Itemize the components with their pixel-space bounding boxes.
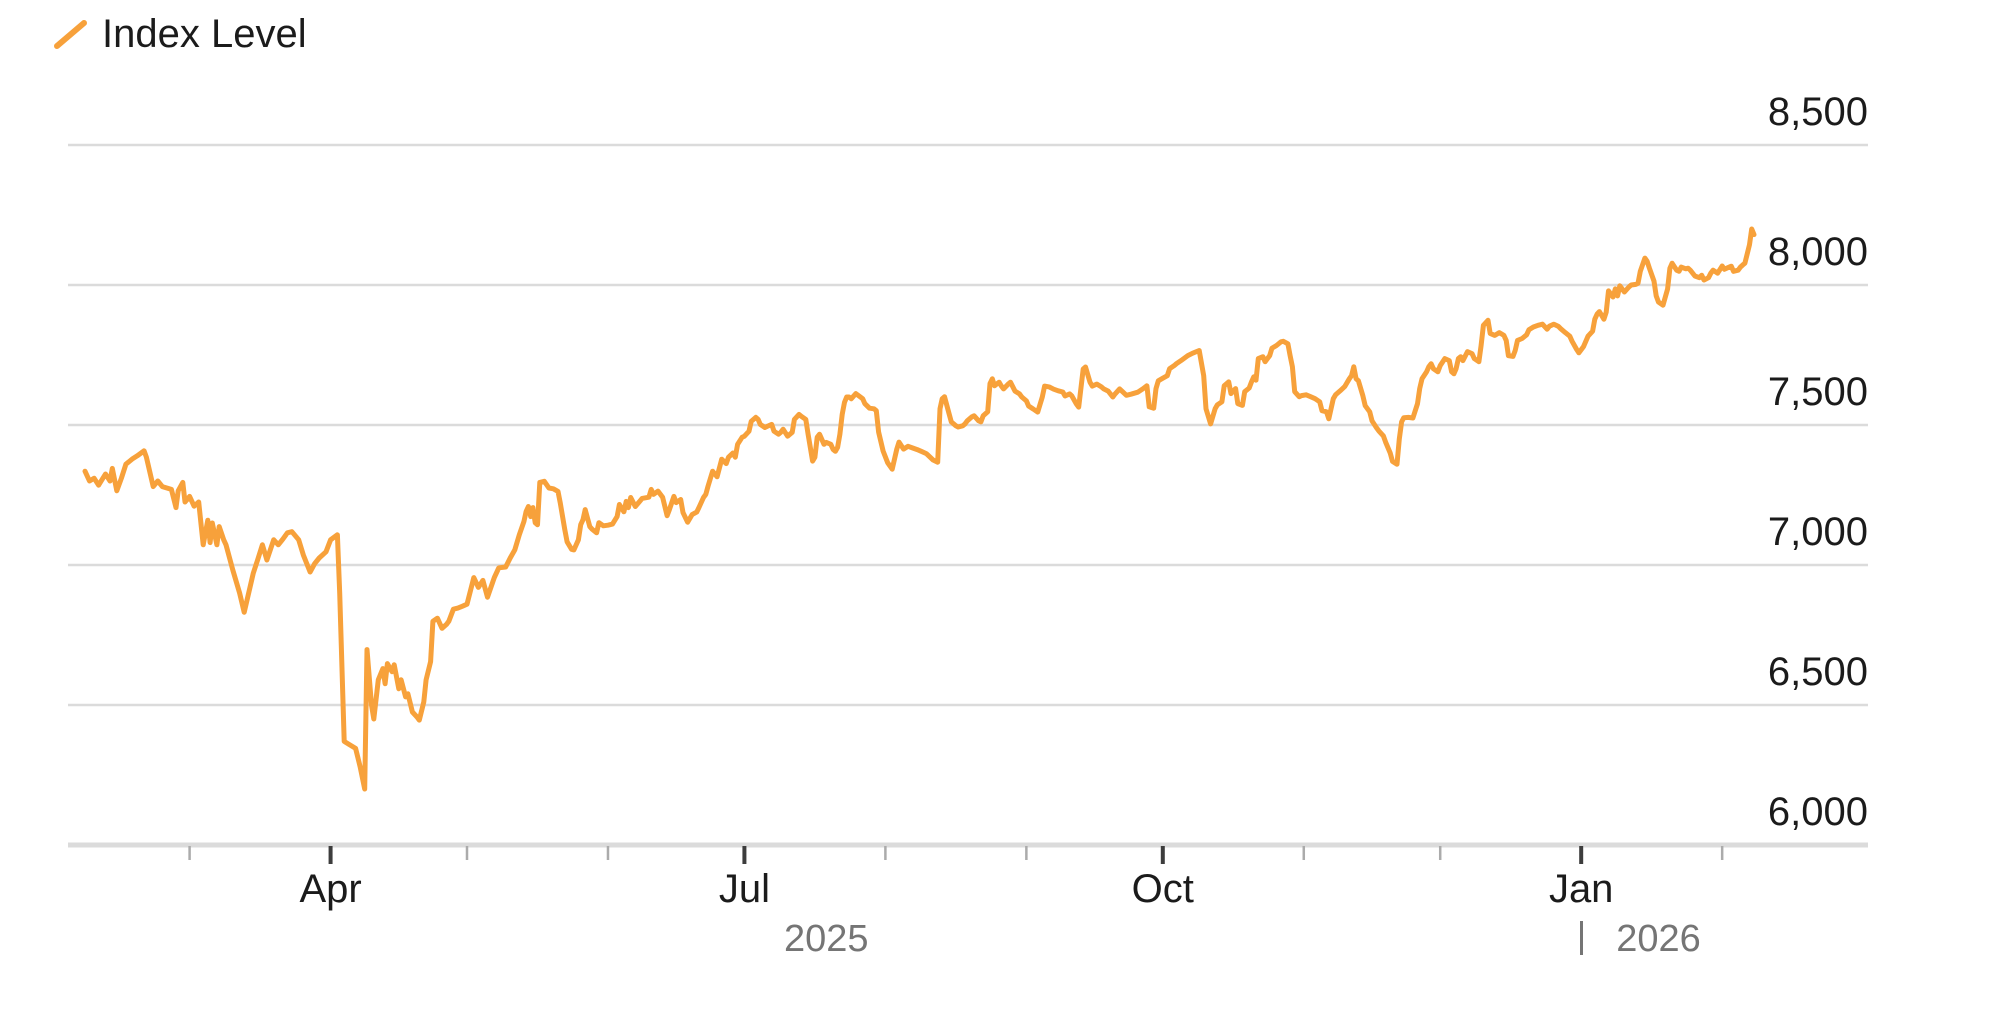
- legend: Index Level: [52, 14, 307, 54]
- line-series-marker-icon: [54, 20, 87, 49]
- index-level-line: [82, 226, 1757, 792]
- legend-label: Index Level: [102, 12, 307, 56]
